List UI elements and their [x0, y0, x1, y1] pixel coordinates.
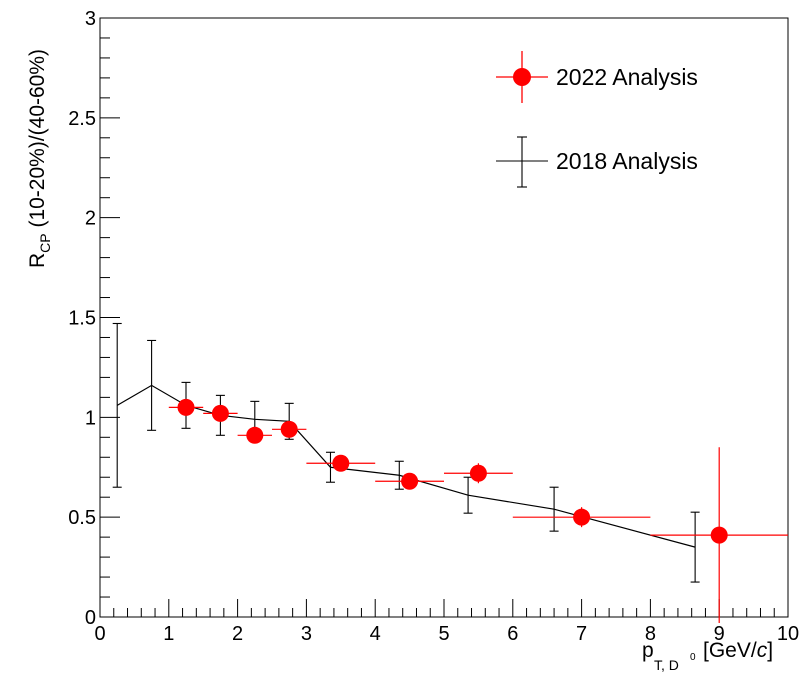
x-axis-title-main: p	[642, 639, 654, 662]
x-tick-label: 10	[777, 623, 799, 645]
legend-2022-label: 2022 Analysis	[556, 64, 698, 90]
y-axis-title-text: RCP (10-20%)/(40-60%)	[26, 49, 53, 268]
y-tick-label: 0.5	[68, 507, 96, 529]
y-tick-label: 1	[85, 407, 96, 429]
series-2022-point	[401, 472, 419, 490]
x-tick-label: 6	[507, 623, 518, 645]
y-tick-label: 0	[85, 607, 96, 629]
x-axis-unit-italic: c	[757, 639, 768, 662]
x-axis-title-superscript: 0	[690, 652, 696, 663]
x-tick-label: 5	[438, 623, 449, 645]
legend: 2022 Analysis 2018 Analysis	[496, 51, 698, 188]
y-tick-label: 3	[85, 8, 96, 30]
x-tick-label: 1	[163, 623, 174, 645]
x-axis-title-subscript: T, D	[654, 657, 679, 673]
x-axis-unit-prefix: [GeV/	[703, 639, 757, 662]
y-tick-label: 2	[85, 208, 96, 230]
y-axis-title-rest: (10-20%)/(40-60%)	[26, 49, 49, 233]
legend-2018-label: 2018 Analysis	[556, 148, 698, 174]
y-axis-title-main: R	[26, 253, 49, 268]
x-axis-title-unit: [GeV/c]	[703, 639, 773, 662]
x-tick-label: 2	[232, 623, 243, 645]
series-2022-point	[177, 398, 195, 416]
series-2022-point	[332, 454, 350, 472]
x-axis-unit-suffix: ]	[767, 639, 773, 662]
x-axis-title: p T, D 0 [GeV/c]	[642, 639, 773, 673]
series-2022-point	[246, 426, 264, 444]
x-tick-label: 4	[370, 623, 381, 645]
y-tick-label: 2.5	[68, 108, 96, 130]
x-tick-label: 0	[94, 623, 105, 645]
y-axis-title: RCP (10-20%)/(40-60%)	[26, 49, 53, 268]
axis-tick-labels: 0 1 2 3 4 5 6 7 8 9 10 0 0.5 1 1.5 2 2.5 3	[68, 8, 799, 645]
series-2022-analysis	[168, 398, 788, 623]
series-2022-point	[469, 464, 487, 482]
series-2022-point	[211, 404, 229, 422]
legend-entry-2022: 2022 Analysis	[496, 51, 698, 103]
series-2022-point	[280, 420, 298, 438]
x-tick-label: 9	[714, 623, 725, 645]
x-tick-label: 8	[645, 623, 656, 645]
series-2022-point	[573, 508, 591, 526]
legend-2022-marker	[513, 68, 531, 86]
legend-entry-2018: 2018 Analysis	[496, 136, 698, 188]
y-tick-label: 1.5	[68, 308, 96, 330]
series-2022-point	[710, 526, 728, 544]
y-axis-title-subscript: CP	[37, 233, 53, 252]
x-tick-label: 7	[576, 623, 587, 645]
x-tick-label: 3	[301, 623, 312, 645]
